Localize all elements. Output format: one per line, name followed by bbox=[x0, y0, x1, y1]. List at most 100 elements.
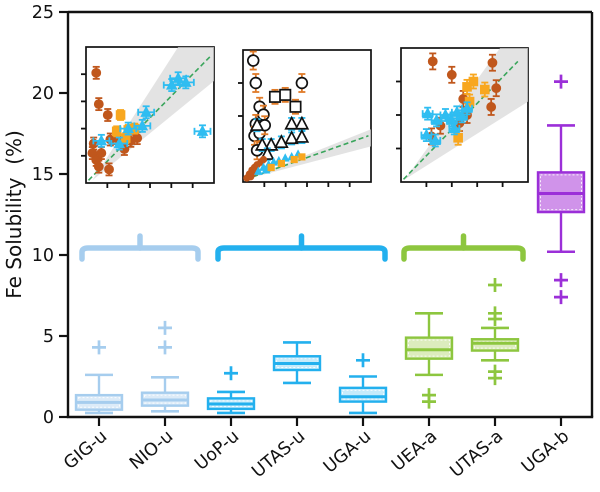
scatter-triangle bbox=[165, 78, 178, 90]
y-tick-label: 5 bbox=[43, 327, 54, 347]
scatter-triangle bbox=[461, 101, 473, 113]
box-gig-u bbox=[74, 340, 124, 415]
series-triangle bbox=[92, 71, 212, 151]
scatter-triangle bbox=[456, 109, 468, 121]
x-tick-label-gig-u: GIG-u bbox=[60, 427, 111, 474]
outlier-plus bbox=[488, 371, 502, 386]
scatter-circle bbox=[491, 83, 502, 94]
scatter-triangle bbox=[429, 133, 442, 146]
box-utas-u bbox=[272, 341, 322, 385]
inset-scatter-2 bbox=[238, 49, 372, 187]
outlier-plus bbox=[422, 394, 436, 409]
scatter-triangle bbox=[254, 136, 270, 151]
brace-uop-u-uga-u bbox=[215, 233, 388, 262]
y-axis-title: Fe Solubility (%) bbox=[2, 130, 26, 299]
one-to-one-line bbox=[245, 135, 369, 181]
inset-scatter-3 bbox=[396, 47, 529, 187]
scatter-triangle bbox=[136, 119, 149, 131]
outlier-plus bbox=[356, 353, 370, 368]
scatter-circle bbox=[102, 110, 113, 120]
scatter-circle bbox=[487, 57, 498, 68]
y-tick-label: 25 bbox=[32, 3, 54, 23]
iqr-box-inner-texture bbox=[342, 389, 384, 400]
brace-uea-a-utas-a bbox=[401, 233, 526, 262]
scatter-circle bbox=[93, 99, 104, 110]
x-tick-label-utas-a: UTAS-a bbox=[447, 427, 508, 482]
outlier-plus bbox=[488, 311, 502, 326]
scatter-triangle bbox=[421, 107, 434, 119]
scatter-triangle bbox=[122, 122, 135, 134]
series-open-triangle bbox=[249, 115, 310, 162]
iqr-box bbox=[470, 338, 520, 352]
scatter-triangle bbox=[274, 134, 289, 149]
box-uga-u bbox=[338, 353, 388, 415]
scatter-triangle bbox=[113, 137, 126, 149]
x-tick-label-utas-u: UTAS-u bbox=[248, 427, 309, 483]
series-triangle bbox=[420, 101, 473, 148]
one-to-one-line bbox=[87, 55, 211, 181]
scatter-triangle bbox=[95, 134, 108, 146]
confidence-band bbox=[245, 129, 371, 180]
group-braces bbox=[79, 233, 526, 262]
outlier-plus bbox=[554, 290, 568, 305]
outlier-plus bbox=[554, 74, 568, 89]
x-tick-label-uga-u: UGA-u bbox=[320, 427, 375, 478]
outlier-plus bbox=[224, 366, 238, 381]
scatter-circle bbox=[486, 102, 497, 112]
scatter-triangle bbox=[439, 108, 452, 120]
box-utas-a bbox=[470, 277, 520, 386]
scatter-triangle bbox=[196, 124, 209, 136]
outlier-plus bbox=[488, 277, 502, 292]
y-tick-label: 10 bbox=[32, 246, 54, 266]
scatter-square bbox=[277, 159, 285, 168]
scatter-triangle bbox=[280, 153, 290, 162]
iqr-box-inner-texture bbox=[408, 339, 450, 357]
scatter-square bbox=[453, 132, 463, 143]
scatter-square bbox=[115, 110, 126, 120]
scatter-square bbox=[298, 153, 306, 161]
scatter-triangle bbox=[140, 105, 152, 117]
box-uop-u bbox=[206, 366, 256, 415]
scatter-circle bbox=[295, 76, 309, 90]
outlier-plus bbox=[158, 320, 172, 335]
scatter-triangle bbox=[294, 128, 310, 143]
scatter-triangle bbox=[430, 113, 443, 125]
series-open-square bbox=[268, 86, 302, 115]
scatter-square bbox=[480, 84, 490, 95]
scatter-circle bbox=[446, 69, 457, 80]
scatter-circle bbox=[104, 164, 114, 175]
brace-gig-u-nio-u bbox=[79, 233, 201, 262]
scatter-triangle bbox=[448, 121, 461, 133]
scatter-circle bbox=[96, 148, 107, 158]
iqr-box-inner-texture bbox=[540, 174, 582, 211]
group-boxplots bbox=[74, 74, 586, 415]
scatter-square bbox=[267, 163, 275, 172]
scatter-circle bbox=[91, 67, 102, 78]
x-tick-label-nio-u: NIO-u bbox=[126, 427, 177, 474]
iqr-box-inner-texture bbox=[210, 400, 252, 407]
iqr-box-inner-texture bbox=[474, 341, 516, 349]
scatter-circle bbox=[259, 155, 268, 164]
scatter-triangle bbox=[420, 128, 433, 140]
box-nio-u bbox=[140, 320, 190, 413]
scatter-circle bbox=[132, 133, 143, 144]
scatter-triangle bbox=[263, 136, 279, 151]
inset-scatter-1 bbox=[81, 46, 215, 188]
scatter-triangle bbox=[294, 115, 310, 130]
scatter-triangle bbox=[180, 75, 192, 87]
scatter-triangle bbox=[284, 130, 299, 145]
box-uga-b bbox=[536, 74, 586, 305]
outlier-plus bbox=[158, 340, 172, 355]
scatter-square bbox=[468, 76, 479, 87]
scatter-square bbox=[289, 100, 302, 113]
scatter-triangle bbox=[249, 117, 265, 131]
x-tick-label-uea-a: UEA-a bbox=[388, 427, 441, 476]
series-circle-small bbox=[243, 155, 268, 182]
scatter-square bbox=[462, 82, 472, 92]
outlier-plus bbox=[554, 273, 568, 288]
y-tick-label: 0 bbox=[43, 408, 54, 428]
scatter-square bbox=[290, 155, 298, 164]
series-square-small bbox=[267, 153, 306, 172]
